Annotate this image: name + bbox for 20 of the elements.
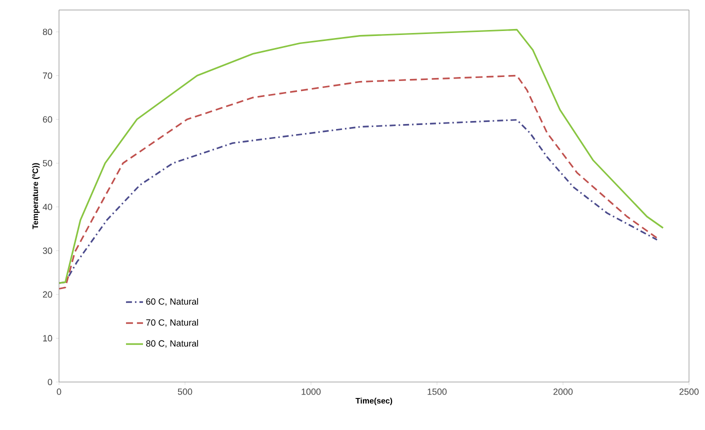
y-tick-label: 70 — [42, 72, 52, 79]
y-tick-label: 40 — [42, 204, 52, 210]
y-tick-label: 10 — [43, 335, 52, 342]
y-tick-label: 0 — [48, 378, 52, 386]
x-tick-label: 2500 — [679, 388, 699, 395]
y-tick-label: 60 — [42, 116, 52, 123]
x-tick-label: 1000 — [302, 388, 321, 395]
line-series — [59, 74, 658, 290]
x-tick-label: 1500 — [428, 388, 447, 395]
line-series — [59, 28, 664, 284]
y-tick-label: 20 — [42, 291, 52, 298]
y-tick-label: 30 — [42, 248, 52, 254]
x-tick-label: 2000 — [553, 388, 573, 395]
x-tick-label: 500 — [178, 388, 192, 395]
legend-label: 80 C, Natural — [146, 340, 198, 348]
y-tick-label: 50 — [42, 160, 52, 166]
y-tick-label: 80 — [42, 28, 52, 36]
legend-label: 70 C, Natural — [146, 319, 198, 327]
x-tick-label: 0 — [56, 388, 62, 395]
legend-label: 60 C, Natural — [146, 298, 198, 306]
